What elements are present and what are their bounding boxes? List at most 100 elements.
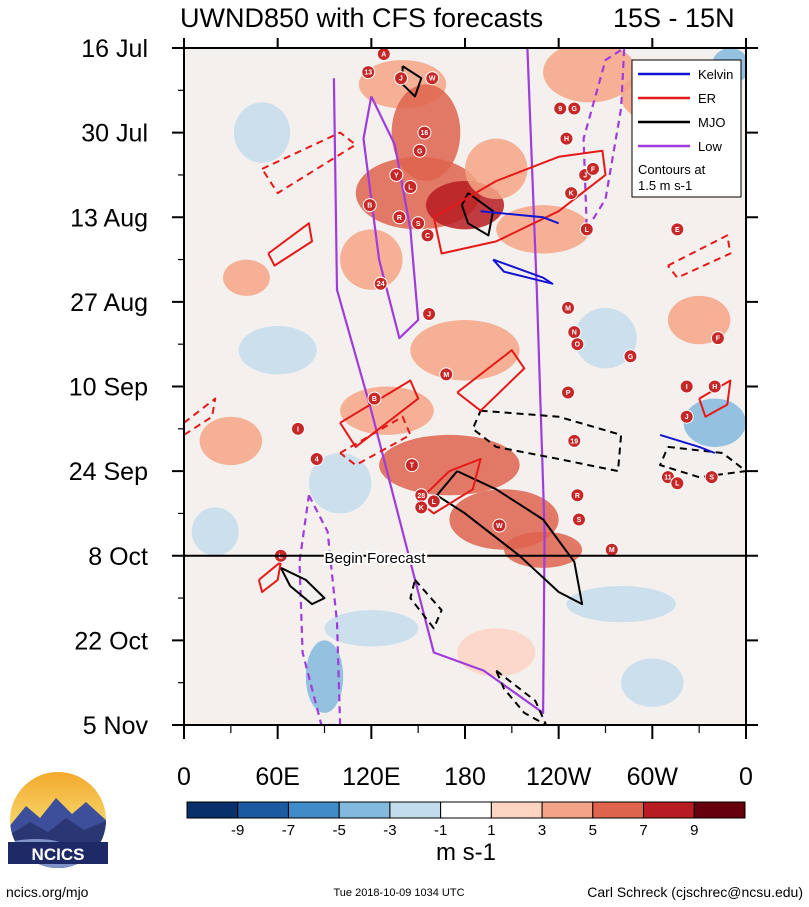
storm-marker: N: [567, 325, 582, 340]
storm-marker: M: [439, 367, 454, 382]
storm-icon: [570, 337, 585, 352]
storm-marker: 19: [567, 433, 582, 448]
storm-label: 24: [377, 281, 385, 288]
colorbar-cell: [541, 801, 594, 819]
storm-marker: O: [570, 337, 585, 352]
footer-timestamp: Tue 2018-10-09 1034 UTC: [333, 887, 464, 899]
storm-marker: 13: [361, 65, 376, 80]
storm-label: R: [575, 493, 580, 500]
storm-marker: C: [420, 228, 435, 243]
colorbar-tick-label: -5: [333, 822, 346, 839]
anomaly-patch: [621, 658, 684, 707]
contour-mjo: [471, 409, 623, 473]
colorbar-cell: [693, 801, 746, 819]
storm-marker: 28: [414, 488, 429, 503]
contour-low: [362, 95, 420, 340]
storm-marker: 4: [309, 452, 324, 467]
storm-label: L: [675, 481, 680, 488]
colorbar-tick-label: -7: [282, 822, 295, 839]
colorbar-cell: [338, 801, 391, 819]
storm-marker: G: [623, 349, 638, 364]
storm-label: I: [297, 426, 299, 433]
contour-kelvin: [659, 433, 716, 454]
colorbar-cell: [287, 801, 340, 819]
anomaly-patch: [683, 398, 746, 447]
storm-label: A: [381, 52, 386, 59]
storm-marker: R: [570, 488, 585, 503]
storm-icon: [367, 391, 382, 406]
storm-marker: S: [571, 512, 586, 527]
colorbar-tick-label: 1: [487, 822, 495, 839]
colorbar-cell: [186, 801, 239, 819]
anomaly-patch: [223, 259, 270, 296]
storm-marker: S: [704, 470, 719, 485]
storm-marker: 9: [553, 101, 568, 116]
anomaly-field: [191, 48, 746, 713]
storm-icon: [403, 180, 418, 195]
contour-er: [184, 397, 217, 436]
storm-marker: F: [586, 161, 601, 176]
storm-label: K: [419, 505, 424, 512]
wave-contours: [184, 48, 746, 725]
storm-label: 16: [421, 130, 429, 137]
storm-icon: [571, 512, 586, 527]
storm-label: G: [417, 148, 423, 155]
storm-icon: [623, 349, 638, 364]
y-tick-label: 16 Jul: [81, 35, 148, 63]
contour-er: [257, 560, 282, 593]
colorbar-tick-label: 3: [538, 822, 546, 839]
anomaly-patch: [191, 507, 239, 556]
storm-marker: P: [561, 385, 576, 400]
storm-label: G: [572, 106, 578, 113]
chart-region: 15S - 15N: [613, 3, 735, 33]
contour-low: [582, 48, 626, 230]
contour-er: [261, 131, 357, 195]
storm-icon: [404, 458, 419, 473]
storm-icon: [411, 216, 426, 231]
chart-title: UWND850 with CFS forecasts: [180, 3, 543, 33]
storm-icon: [492, 518, 507, 533]
storm-label: S: [709, 475, 714, 482]
storm-marker: H: [707, 379, 722, 394]
y-tick-label: 24 Sep: [69, 458, 148, 486]
storm-marker: I: [679, 379, 694, 394]
anomaly-patch: [305, 640, 344, 713]
storm-marker: T: [404, 458, 419, 473]
storm-icon: [420, 228, 435, 243]
storm-label: G: [628, 354, 634, 361]
colorbar-tick-label: -1: [434, 822, 447, 839]
storm-label: H: [564, 136, 569, 143]
storm-icon: [586, 161, 601, 176]
logo-text: NCICS: [32, 845, 85, 864]
colorbar-tick-label: -3: [383, 822, 396, 839]
x-tick-label: 0: [739, 763, 753, 791]
anomaly-patch: [457, 628, 536, 677]
storm-label: 19: [570, 438, 578, 445]
contour-mjo: [409, 579, 443, 630]
storm-icon: [670, 222, 685, 237]
contour-mjo: [495, 669, 548, 725]
storm-label: I: [686, 384, 688, 391]
storm-icon: [414, 500, 429, 515]
storm-marker: J: [422, 306, 437, 321]
storm-label: H: [712, 384, 717, 391]
colorbar-tick-label: -9: [231, 822, 244, 839]
storm-label: 28: [417, 493, 425, 500]
x-tick-label: 120W: [526, 763, 592, 791]
storm-label: Y: [394, 172, 399, 179]
storm-label: 13: [364, 70, 372, 77]
forecast-label: Begin Forecast: [325, 550, 427, 567]
storm-marker: L: [670, 476, 685, 491]
legend-label: MJO: [698, 115, 725, 130]
contour-er: [339, 379, 420, 448]
storm-marker: A: [376, 48, 391, 62]
storm-icon: [439, 367, 454, 382]
storm-label: F: [716, 336, 721, 343]
storm-label: 11: [664, 475, 672, 482]
anomaly-patch: [308, 452, 372, 514]
storm-label: O: [575, 342, 581, 349]
contour-mjo: [279, 566, 326, 606]
anomaly-patch: [233, 102, 291, 163]
storm-marker: J: [679, 409, 694, 424]
storm-marker: Y: [389, 167, 404, 182]
